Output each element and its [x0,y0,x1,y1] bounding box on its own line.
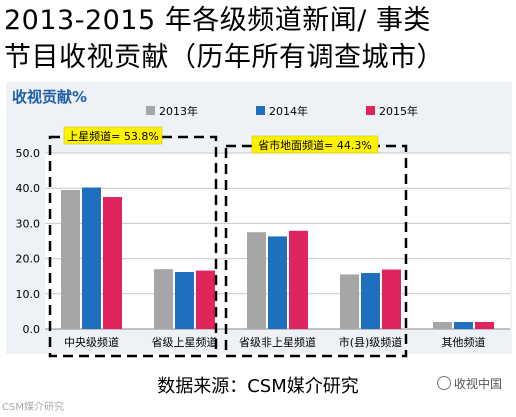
annotation-box [251,135,379,154]
title-line-2: 节目收视贡献（历年所有调查城市） [4,42,444,73]
watermark: 收视中国 [436,375,502,392]
y-tick-label: 30.0 [16,217,41,230]
legend-swatch [366,106,375,115]
y-tick-label: 0.0 [23,323,41,336]
source-note: 数据来源：CSM媒介研究 [157,376,359,397]
annotation-box [63,126,163,145]
title-line-1: 2013-2015 年各级频道新闻/ 事类 [4,5,431,36]
annotation-label: 省市地面频道= 44.3% [258,138,372,152]
bar [475,321,494,329]
wechat-icon [436,376,451,390]
legend-swatch [146,106,155,115]
x-tick-label: 中央级频道 [64,335,119,349]
bar [154,269,173,329]
bar [454,321,473,329]
y-tick-label: 40.0 [16,182,41,195]
bar [382,269,401,329]
bar [61,189,80,329]
x-tick-label: 省级上星频道 [152,335,218,349]
bottom-logo: CSM媒介研究 [2,402,64,413]
y-tick-label: 20.0 [16,253,41,266]
y-tick-label: 50.0 [16,147,41,160]
legend-label: 2015年 [379,104,418,118]
legend-label: 2013年 [159,104,198,118]
bar [340,274,359,329]
bar [361,273,380,329]
legend-swatch [256,106,265,115]
x-tick-label: 市(县)级频道 [339,335,403,349]
bar-chart: 收视贡献% 0.0 10.0 20.0 30.0 40.0 50.0 2013年 2014年 20… [6,82,512,358]
bar [175,271,194,329]
page-title: 2013-2015 年各级频道新闻/ 事类 节目收视贡献（历年所有调查城市） [4,2,514,76]
legend-label: 2014年 [269,104,308,118]
x-tick-label: 其他频道 [442,335,486,349]
bar [289,230,308,329]
chart-title: 收视贡献% [12,88,87,106]
bar [268,236,287,329]
bar [247,232,266,329]
bar [433,321,452,329]
y-tick-label: 10.0 [16,288,41,301]
bar [196,270,215,329]
x-tick-label: 省级非上星频道 [239,335,316,349]
watermark-text: 收视中国 [453,377,502,391]
bar [103,197,122,329]
annotation-label: 上星频道= 53.8% [67,129,159,143]
bar [82,187,101,329]
